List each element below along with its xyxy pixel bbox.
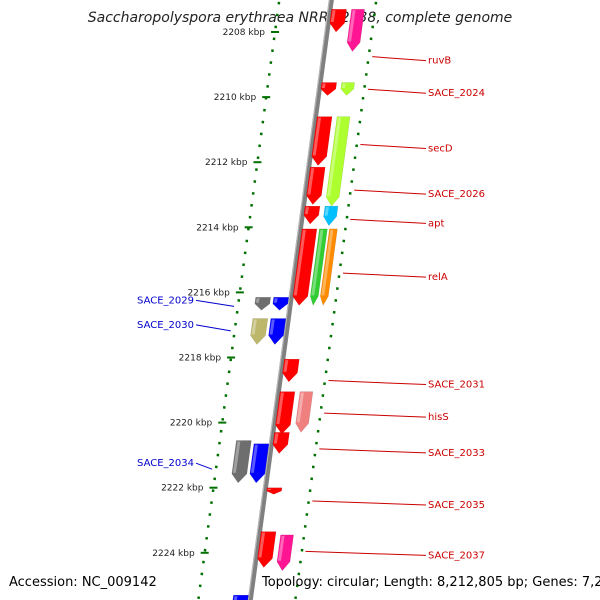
gene-arrow-shine (276, 392, 284, 424)
gene-leader-line (343, 272, 427, 278)
gene-label-right: SACE_2024 (428, 88, 485, 99)
gene-label-right: ruvB (428, 56, 451, 67)
gene-arrow-shine (348, 10, 356, 42)
gene-leader-line (319, 448, 427, 454)
gene-label-right: SACE_2037 (428, 550, 485, 561)
kbp-tick-label: 2208 kbp (223, 28, 266, 38)
gene-arrow (232, 594, 249, 600)
gene-arrow (320, 82, 337, 96)
kbp-tick-label: 2218 kbp (179, 354, 222, 364)
gene-arrow-shine (251, 319, 257, 335)
gene-arrow-shine (324, 207, 329, 216)
gene-arrow (346, 8, 365, 52)
gene-arrow (272, 297, 289, 311)
gene-leader-line (305, 550, 427, 556)
accession-text: Accession: NC_009142 (9, 575, 157, 590)
gene-arrow-shine (258, 532, 266, 558)
gene-arrow (323, 205, 339, 227)
gene-label-right: SACE_2035 (428, 500, 485, 511)
gene-label-right: SACE_2026 (428, 189, 485, 200)
tick-track-left (197, 0, 281, 600)
kbp-tick-label: 2224 kbp (152, 549, 195, 559)
gene-arrow-shine (232, 441, 241, 473)
gene-leader-line (328, 380, 427, 386)
gene-arrow (266, 487, 283, 495)
gene-leader-line (354, 189, 427, 195)
gene-arrow-shine (321, 229, 334, 296)
gene-arrow (325, 116, 351, 207)
kbp-tick-label: 2222 kbp (161, 484, 204, 494)
gene-arrow-shine (321, 83, 326, 88)
gene-arrow-shine (233, 596, 238, 600)
gene-arrow (292, 228, 318, 306)
gene-label-right: SACE_2033 (428, 448, 485, 459)
gene-arrow-shine (283, 360, 289, 372)
gene-label-left: SACE_2029 (137, 295, 194, 306)
gene-label-right: secD (428, 144, 453, 155)
gene-label-left: SACE_2034 (137, 458, 194, 469)
gene-arrow (295, 391, 314, 433)
kbp-tick-label: 2210 kbp (214, 93, 257, 103)
gene-arrow (320, 228, 338, 307)
gene-arrow (249, 443, 270, 484)
gene-arrow (275, 391, 296, 435)
gene-arrow-shine (250, 444, 258, 473)
gene-leader-line (195, 324, 231, 332)
gene-arrow-shine (341, 83, 346, 88)
gene-arrow-shine (277, 535, 285, 561)
gene-arrow-shine (330, 10, 336, 22)
gene-arrow (306, 166, 326, 205)
gene-label-right: relA (428, 272, 448, 283)
gene-arrow-shine (293, 229, 306, 296)
genome-summary-text: Topology: circular; Length: 8,212,805 bp… (262, 575, 600, 590)
gene-leader-line (367, 88, 427, 94)
kbp-tick-label: 2212 kbp (205, 158, 248, 168)
gene-arrow-shine (296, 392, 304, 423)
gene-arrow-shine (273, 433, 279, 444)
gene-arrow-shine (273, 298, 278, 303)
gene-leader-line (195, 462, 213, 470)
gene-arrow (310, 228, 328, 307)
gene-arrow-shine (312, 117, 322, 156)
gene-leader-line (372, 56, 427, 62)
kbp-tick-label: 2216 kbp (187, 288, 230, 298)
gene-leader-line (360, 144, 427, 150)
gene-arrow (311, 116, 333, 166)
tick-track-right (294, 0, 378, 600)
gene-arrow-shine (255, 298, 260, 303)
gene-arrow-shine (269, 319, 275, 335)
gene-arrow (340, 82, 355, 96)
gene-label-left: SACE_2030 (137, 320, 194, 331)
gene-arrow (250, 318, 269, 345)
gene-arrow-shine (267, 488, 271, 490)
gene-arrow (231, 440, 252, 484)
gene-leader-line (324, 412, 427, 418)
gene-arrow-shine (327, 117, 342, 197)
gene-leader-line (312, 500, 427, 506)
kbp-tick-label: 2214 kbp (196, 223, 239, 233)
gene-arrow (254, 297, 271, 311)
page-title: Saccharopolyspora erythraea NRRL 2338, c… (87, 10, 513, 26)
kbp-tick-label: 2220 kbp (170, 419, 213, 429)
gene-arrow-shine (307, 168, 315, 195)
gene-leader-line (195, 299, 235, 307)
gene-arrow (282, 358, 300, 383)
gene-arrow (272, 432, 290, 454)
genome-backbone (247, 0, 334, 600)
gene-label-right: hisS (428, 412, 449, 423)
gene-arrow (268, 318, 287, 345)
gene-label-right: apt (428, 218, 444, 229)
gene-label-right: SACE_2031 (428, 380, 485, 391)
gene-arrow (257, 531, 277, 568)
genome-backbone-highlight (247, 0, 330, 600)
gene-arrow (276, 534, 294, 572)
gene-arrow-shine (311, 229, 324, 296)
gene-arrow (329, 8, 347, 33)
gene-arrow (303, 205, 321, 225)
gene-arrow-shine (304, 207, 309, 215)
gene-leader-line (350, 218, 427, 224)
